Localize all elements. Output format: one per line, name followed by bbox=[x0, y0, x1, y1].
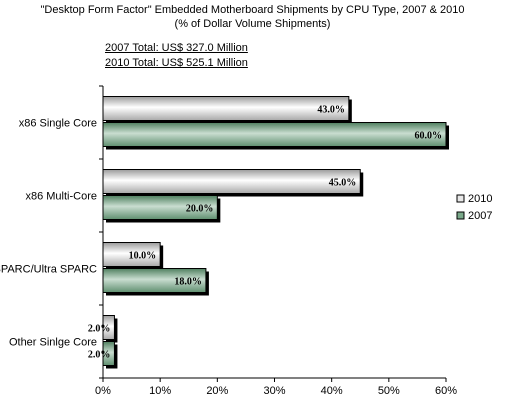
chart-subtitle: (% of Dollar Volume Shipments) bbox=[174, 18, 331, 30]
category-label-sparc-ultra-sparc: SPARC/Ultra SPARC bbox=[0, 264, 97, 276]
data-label-2010-x86-multi-core: 45.0% bbox=[329, 178, 357, 189]
legend-label-2007: 2007 bbox=[468, 210, 492, 222]
bar-2010-x86-single-core bbox=[102, 96, 350, 121]
category-label-x86-single-core: x86 Single Core bbox=[19, 118, 97, 130]
x-tick-label-5: 50% bbox=[378, 385, 400, 397]
data-label-2010-sparc-ultra-sparc: 10.0% bbox=[129, 251, 157, 262]
data-label-2007-sparc-ultra-sparc: 18.0% bbox=[174, 277, 202, 288]
legend-label-2010: 2010 bbox=[468, 193, 492, 205]
annotation-2007-total: 2007 Total: US$ 327.0 Million bbox=[105, 42, 248, 54]
chart-title: "Desktop Form Factor" Embedded Motherboa… bbox=[40, 4, 465, 16]
category-label-x86-multi-core: x86 Multi-Core bbox=[25, 191, 97, 203]
legend-swatch-2007 bbox=[456, 211, 465, 220]
x-tick-label-4: 40% bbox=[321, 385, 343, 397]
data-label-2007-other-sinlge-core: 2.0% bbox=[88, 350, 111, 361]
bar-2010-x86-multi-core bbox=[102, 169, 361, 194]
data-label-2007-x86-single-core: 60.0% bbox=[415, 131, 443, 142]
x-tick-label-6: 60% bbox=[435, 385, 457, 397]
x-tick-label-3: 30% bbox=[263, 385, 285, 397]
category-label-other-sinlge-core: Other Sinlge Core bbox=[9, 337, 97, 349]
x-tick-label-1: 10% bbox=[149, 385, 171, 397]
x-tick-label-0: 0% bbox=[95, 385, 111, 397]
data-label-2010-other-sinlge-core: 2.0% bbox=[88, 324, 111, 335]
annotation-2010-total: 2010 Total: US$ 525.1 Million bbox=[105, 57, 248, 69]
legend-swatch-2010 bbox=[456, 194, 465, 203]
data-label-2010-x86-single-core: 43.0% bbox=[317, 105, 345, 116]
data-label-2007-x86-multi-core: 20.0% bbox=[186, 204, 214, 215]
x-tick-label-2: 20% bbox=[206, 385, 228, 397]
bar-2007-x86-single-core bbox=[102, 122, 447, 147]
bar-2010-sparc-ultra-sparc bbox=[102, 242, 161, 267]
